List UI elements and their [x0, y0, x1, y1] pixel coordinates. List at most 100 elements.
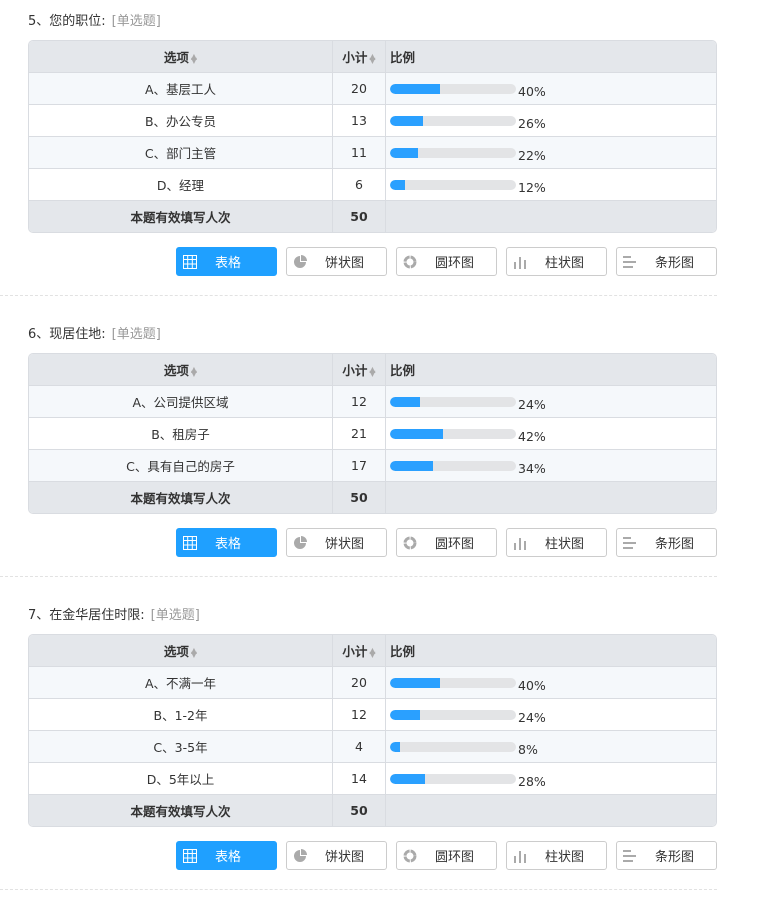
ratio-cell: 28% — [386, 763, 716, 795]
bar-chart-button[interactable]: 柱状图 — [506, 247, 607, 276]
horizontal-bar-chart-icon — [623, 849, 637, 863]
header-count[interactable]: 小计 ▲ ▼ — [333, 354, 386, 386]
table-row: B、办公专员 13 26% — [29, 105, 716, 137]
pie-chart-icon — [293, 848, 307, 863]
count-cell: 6 — [333, 169, 386, 201]
progress-bar — [390, 678, 516, 688]
button-label: 表格 — [215, 850, 242, 865]
option-cell: C、部门主管 — [29, 137, 333, 169]
sort-icon[interactable]: ▲ ▼ — [190, 645, 198, 659]
header-count[interactable]: 小计 ▲ ▼ — [333, 41, 386, 73]
table-header: 选项 ▲ ▼ 小计 ▲ ▼ 比例 — [29, 354, 716, 386]
bar-chart-button[interactable]: 柱状图 — [506, 528, 607, 557]
survey-results: 5、您的职位: [单选题] 选项 ▲ ▼ 小计 ▲ ▼ 比例 A、基层工人 20 40% … — [0, 0, 717, 907]
sort-icon[interactable]: ▲ ▼ — [190, 364, 198, 378]
header-count[interactable]: 小计 ▲ ▼ — [333, 635, 386, 667]
progress-fill — [390, 461, 433, 471]
pie-chart-button[interactable]: 饼状图 — [286, 528, 387, 557]
sort-icon[interactable]: ▲ ▼ — [369, 364, 376, 378]
question-section: 6、现居住地: [单选题] 选项 ▲ ▼ 小计 ▲ ▼ 比例 A、公司提供区域 12 24… — [0, 313, 717, 594]
ratio-cell: 34% — [386, 450, 716, 482]
donut-chart-button[interactable]: 圆环图 — [396, 841, 497, 870]
percent-label: 28% — [518, 773, 546, 789]
horizontal-bar-chart-icon — [623, 255, 637, 269]
option-cell: B、1-2年 — [29, 699, 333, 731]
bar-chart-icon — [513, 849, 527, 863]
header-ratio: 比例 — [386, 635, 716, 667]
table-row: D、5年以上 14 28% — [29, 763, 716, 795]
button-label: 饼状图 — [325, 256, 365, 271]
option-cell: D、5年以上 — [29, 763, 333, 795]
table-header: 选项 ▲ ▼ 小计 ▲ ▼ 比例 — [29, 635, 716, 667]
sort-icon[interactable]: ▲ ▼ — [369, 645, 376, 659]
progress-fill — [390, 148, 418, 158]
sort-icon[interactable]: ▲ ▼ — [369, 51, 376, 65]
bar-chart-icon — [513, 536, 527, 550]
option-cell: C、具有自己的房子 — [29, 450, 333, 482]
header-option[interactable]: 选项 ▲ ▼ — [29, 354, 333, 386]
question-type: [单选题] — [150, 608, 200, 623]
header-count-label: 小计 — [342, 644, 368, 659]
button-label: 圆环图 — [435, 850, 475, 865]
percent-label: 22% — [518, 147, 546, 163]
total-label: 本题有效填写人次 — [29, 482, 333, 513]
donut-chart-button[interactable]: 圆环图 — [396, 528, 497, 557]
horizontal-bar-chart-button[interactable]: 条形图 — [616, 841, 717, 870]
table-row: C、3-5年 4 8% — [29, 731, 716, 763]
question-section: 5、您的职位: [单选题] 选项 ▲ ▼ 小计 ▲ ▼ 比例 A、基层工人 20 40% … — [0, 0, 717, 313]
percent-label: 40% — [518, 677, 546, 693]
table-button[interactable]: 表格 — [176, 247, 277, 276]
count-cell: 21 — [333, 418, 386, 450]
table-row: D、经理 6 12% — [29, 169, 716, 201]
table-button[interactable]: 表格 — [176, 841, 277, 870]
horizontal-bar-chart-button[interactable]: 条形图 — [616, 528, 717, 557]
pie-chart-button[interactable]: 饼状图 — [286, 247, 387, 276]
button-label: 表格 — [215, 537, 242, 552]
total-count: 50 — [333, 795, 386, 826]
progress-bar — [390, 148, 516, 158]
total-row: 本题有效填写人次 50 — [29, 201, 716, 232]
percent-label: 40% — [518, 83, 546, 99]
count-cell: 20 — [333, 73, 386, 105]
question-type: [单选题] — [111, 14, 161, 29]
button-label: 条形图 — [655, 256, 695, 271]
count-cell: 13 — [333, 105, 386, 137]
option-cell: A、公司提供区域 — [29, 386, 333, 418]
option-cell: A、基层工人 — [29, 73, 333, 105]
total-empty — [386, 201, 716, 232]
question-title: 7、在金华居住时限: [单选题] — [28, 606, 717, 626]
table-button[interactable]: 表格 — [176, 528, 277, 557]
progress-fill — [390, 84, 441, 94]
section-divider — [0, 576, 717, 594]
sort-icon[interactable]: ▲ ▼ — [190, 51, 198, 65]
question-section: 7、在金华居住时限: [单选题] 选项 ▲ ▼ 小计 ▲ ▼ 比例 A、不满一年 20 4… — [0, 594, 717, 907]
progress-fill — [390, 429, 443, 439]
chart-type-switcher: 表格 饼状图 圆环图 柱状图 条形图 — [176, 247, 717, 276]
horizontal-bar-chart-button[interactable]: 条形图 — [616, 247, 717, 276]
results-table: 选项 ▲ ▼ 小计 ▲ ▼ 比例 A、公司提供区域 12 24% B、租房子 21 42… — [28, 353, 717, 514]
ratio-cell: 22% — [386, 137, 716, 169]
header-option[interactable]: 选项 ▲ ▼ — [29, 635, 333, 667]
donut-chart-button[interactable]: 圆环图 — [396, 247, 497, 276]
bar-chart-button[interactable]: 柱状图 — [506, 841, 607, 870]
total-count: 50 — [333, 201, 386, 232]
ratio-cell: 24% — [386, 386, 716, 418]
header-option[interactable]: 选项 ▲ ▼ — [29, 41, 333, 73]
option-cell: A、不满一年 — [29, 667, 333, 699]
table-row: A、公司提供区域 12 24% — [29, 386, 716, 418]
percent-label: 8% — [518, 741, 538, 757]
button-label: 圆环图 — [435, 256, 475, 271]
total-empty — [386, 482, 716, 513]
ratio-cell: 8% — [386, 731, 716, 763]
ratio-cell: 42% — [386, 418, 716, 450]
option-cell: D、经理 — [29, 169, 333, 201]
table-header: 选项 ▲ ▼ 小计 ▲ ▼ 比例 — [29, 41, 716, 73]
header-count-label: 小计 — [342, 50, 368, 65]
percent-label: 26% — [518, 115, 546, 131]
progress-fill — [390, 742, 401, 752]
pie-chart-button[interactable]: 饼状图 — [286, 841, 387, 870]
count-cell: 12 — [333, 386, 386, 418]
button-label: 饼状图 — [325, 537, 365, 552]
chart-type-switcher: 表格 饼状图 圆环图 柱状图 条形图 — [176, 841, 717, 870]
header-ratio: 比例 — [386, 41, 716, 73]
